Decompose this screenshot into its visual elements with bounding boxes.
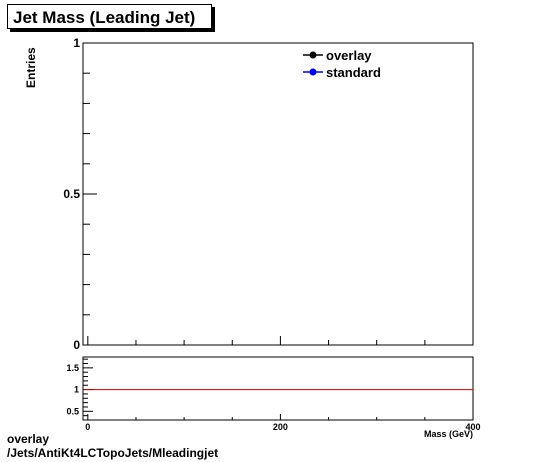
legend-marker — [309, 68, 317, 76]
main-plot: 00.51 — [63, 36, 474, 352]
x-tick-label: 400 — [465, 422, 480, 432]
legend: overlay standard — [303, 48, 381, 80]
ratio-y-tick-label: 0.5 — [66, 406, 79, 416]
x-tick-label: 200 — [273, 422, 288, 432]
legend-label: overlay — [326, 48, 372, 63]
y-tick-label: 0.5 — [63, 187, 80, 201]
x-axis-label: Mass (GeV) — [424, 429, 473, 439]
chart-title: Jet Mass (Leading Jet) — [7, 4, 212, 29]
x-tick-label: 0 — [85, 422, 90, 432]
legend-label: standard — [326, 65, 381, 80]
y-tick-label: 1 — [73, 36, 80, 50]
legend-marker — [309, 51, 317, 59]
main-plot-frame — [82, 42, 474, 346]
footer-label: overlay — [7, 432, 50, 446]
footer-path: /Jets/AntiKt4LCTopoJets/Mleadingjet — [7, 446, 219, 460]
y-tick-label: 0 — [73, 338, 80, 352]
ratio-y-tick-label: 1 — [74, 385, 79, 395]
ratio-y-tick-label: 1.5 — [66, 363, 79, 373]
ratio-plot-frame — [82, 356, 474, 421]
